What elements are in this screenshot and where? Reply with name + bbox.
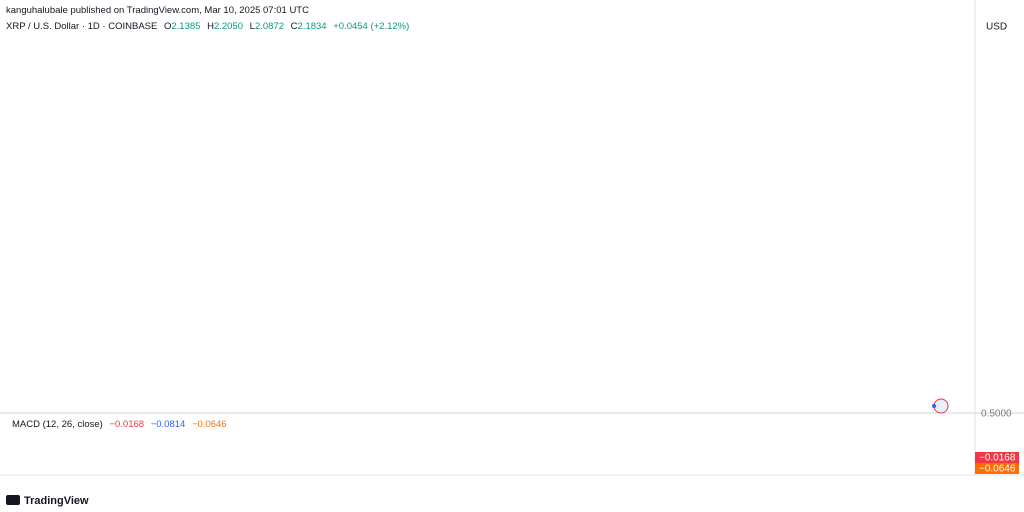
macd-tag: [975, 452, 1019, 463]
macd-signal-value: −0.0814: [150, 419, 186, 430]
macd-title[interactable]: MACD (12, 26, close): [12, 419, 103, 430]
currency-label: USD: [986, 22, 1007, 33]
symbol[interactable]: XRP / U.S. Dollar · 1D · COINBASE: [6, 21, 158, 32]
macd-scale-label: 0.5000: [981, 409, 1012, 420]
low-label: L: [249, 21, 255, 32]
signal-tag: [975, 463, 1019, 474]
high-value: 2.2050: [213, 21, 244, 32]
close-label: C: [290, 21, 298, 32]
macd-legend: MACD (12, 26, close) −0.0168 −0.0814 −0.…: [12, 419, 227, 430]
close-value: 2.1834: [297, 21, 327, 32]
macd-tag-label: −0.0168: [979, 453, 1016, 464]
macd-hist-value: −0.0646: [191, 419, 227, 430]
macd-value: −0.0168: [109, 419, 145, 430]
signal-tag-label: −0.0646: [979, 464, 1016, 475]
avatar-icon[interactable]: [933, 398, 949, 414]
change-value: +0.0454 (+2.12%): [333, 21, 410, 32]
footer-logo: TradingView: [24, 495, 89, 507]
avatar-dot: [932, 404, 936, 408]
low-value: 2.0872: [254, 21, 285, 32]
high-label: H: [207, 21, 214, 32]
open-label: O: [163, 21, 172, 32]
legend: XRP / U.S. Dollar · 1D · COINBASE O2.138…: [6, 21, 409, 32]
publisher-line: kanguhalubale published on TradingView.c…: [6, 5, 309, 16]
open-value: 2.1385: [171, 21, 201, 32]
logo-icon: [6, 495, 20, 505]
